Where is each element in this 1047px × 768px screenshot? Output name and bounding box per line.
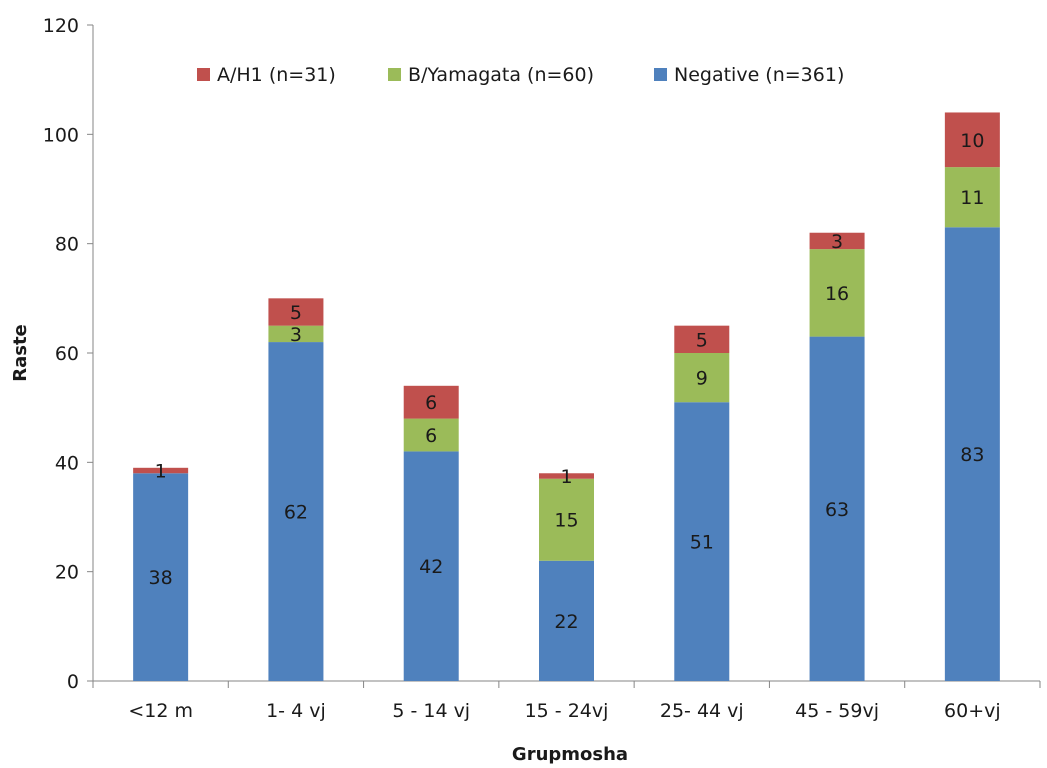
data-label: 22 [554, 611, 578, 633]
bar-segment [944, 112, 1000, 168]
bar-segment [133, 467, 189, 474]
data-label: 16 [825, 283, 849, 305]
bar-segment [539, 473, 594, 479]
legend-label: Negative (n=361) [674, 64, 844, 86]
data-label: 15 [554, 510, 578, 532]
bar-segment [268, 298, 324, 326]
data-label: 42 [419, 556, 443, 578]
y-tick-label: 0 [67, 671, 79, 693]
y-tick-label: 20 [55, 562, 79, 584]
data-label: 10 [960, 130, 984, 152]
bars-group [133, 112, 1000, 681]
y-tick-label: 40 [55, 452, 79, 474]
bar-segment [809, 249, 865, 337]
bar-segment [403, 385, 459, 419]
legend-swatch [654, 68, 667, 81]
bar-segment [944, 167, 1000, 228]
legend-label: A/H1 (n=31) [217, 64, 336, 86]
bar-segment [268, 325, 324, 343]
data-label: 51 [690, 532, 714, 554]
data-label: 83 [960, 444, 984, 466]
x-tick-label: 15 - 24vj [525, 700, 609, 722]
data-label: 38 [149, 567, 173, 589]
legend-label: B/Yamagata (n=60) [408, 64, 594, 86]
bar-segment [674, 402, 730, 681]
legend: A/H1 (n=31) B/Yamagata (n=60) Negative (n=… [197, 64, 844, 86]
x-axis: <12 m 1- 4 vj 5 - 14 vj 15 - 24vj 25- 44 vj 4… [92, 680, 1041, 722]
y-tick-label: 80 [55, 234, 79, 256]
data-label: 1 [560, 466, 572, 488]
x-tick-label: 25- 44 vj [660, 700, 744, 722]
y-tick-label: 100 [43, 124, 79, 146]
data-label: 1 [155, 461, 167, 483]
bar-segment [539, 560, 594, 681]
bar-segment [674, 325, 730, 353]
data-label: 5 [696, 329, 708, 351]
data-label: 6 [425, 425, 437, 447]
x-tick-label: 45 - 59vj [795, 700, 879, 722]
x-tick-label: 5 - 14 vj [392, 700, 470, 722]
y-tick-label: 60 [55, 343, 79, 365]
data-label: 63 [825, 499, 849, 521]
data-label: 9 [696, 368, 708, 390]
bar-segment [403, 451, 459, 681]
data-label: 62 [284, 502, 308, 524]
data-label: 5 [290, 302, 302, 324]
bar-segment [809, 232, 865, 250]
bar-segment [133, 473, 189, 681]
x-tick-label: 1- 4 vj [266, 700, 326, 722]
x-axis-title: Grupmosha [512, 744, 628, 765]
bar-segment [403, 418, 459, 452]
bar-segment [809, 336, 865, 681]
y-axis: 0 20 40 60 80 100 120 [43, 15, 94, 693]
bar-segment [539, 478, 594, 561]
x-tick-label: <12 m [128, 700, 193, 722]
x-tick-label: 60+vj [944, 700, 1001, 722]
y-axis-title: Raste [10, 324, 31, 382]
data-label: 6 [425, 392, 437, 414]
legend-swatch [388, 68, 401, 81]
data-label: 3 [290, 324, 302, 346]
data-label: 3 [831, 231, 843, 253]
bar-segment [944, 227, 1000, 681]
bar-segment [268, 342, 324, 681]
bar-segment [674, 353, 730, 403]
y-tick-label: 120 [43, 15, 79, 37]
legend-swatch [197, 68, 210, 81]
data-label: 11 [960, 187, 984, 209]
